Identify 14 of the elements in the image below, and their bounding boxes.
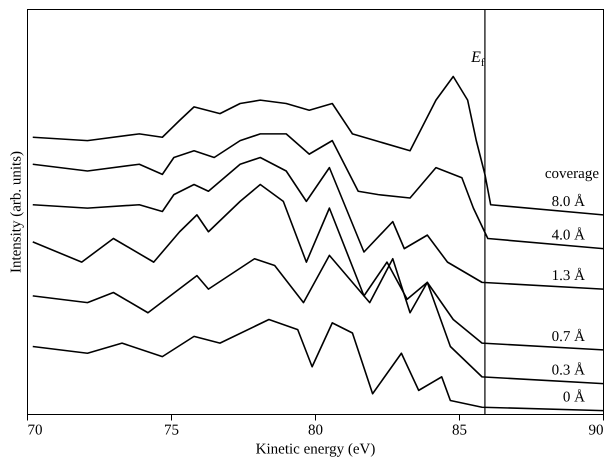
x-tick-label: 85 bbox=[452, 422, 467, 438]
x-tick-label: 75 bbox=[164, 422, 179, 438]
series-label: 0 Å bbox=[562, 388, 586, 406]
series-label: 1.3 Å bbox=[552, 267, 586, 284]
x-tick-label: 70 bbox=[28, 422, 42, 438]
series-label: 0.7 Å bbox=[552, 328, 586, 345]
series-label: 8.0 Å bbox=[552, 192, 586, 210]
x-tick-label: 80 bbox=[308, 422, 323, 438]
x-axis-title: Kinetic energy (eV) bbox=[256, 442, 376, 458]
series-label: 0.3 Å bbox=[552, 362, 586, 379]
y-axis-title: Intensity (arb. units) bbox=[8, 150, 24, 274]
x-tick-label: 90 bbox=[588, 422, 604, 438]
legend-title: coverage bbox=[544, 166, 600, 182]
series-label: 4.0 Å bbox=[552, 226, 586, 244]
